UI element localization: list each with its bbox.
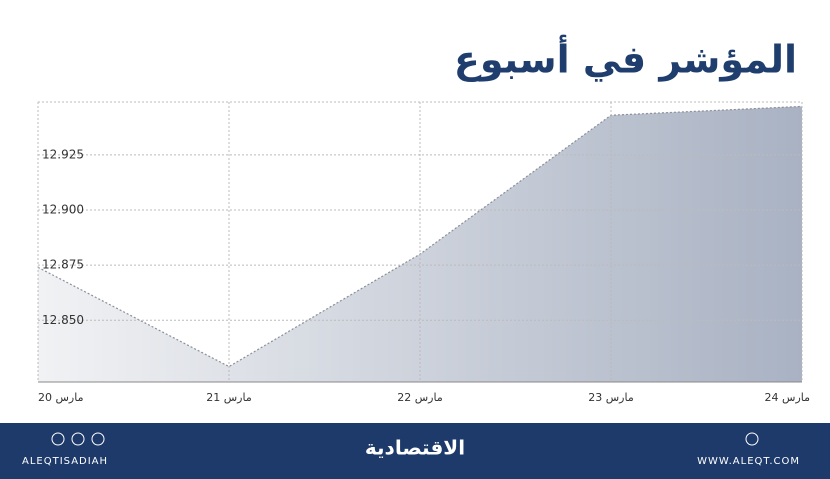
- footer-logo: الاقتصادية: [365, 436, 465, 460]
- y-tick-label: 12.875: [42, 258, 84, 272]
- x-tick-label: 22 مارس: [397, 391, 443, 404]
- footer-handle: ALEQTISADIAH: [22, 456, 108, 467]
- footer-bar: [0, 423, 830, 479]
- y-tick-label: 12.850: [42, 313, 84, 327]
- x-tick-label: 20 مارس: [38, 391, 84, 404]
- x-tick-label: 23 مارس: [588, 391, 634, 404]
- x-tick-label: 21 مارس: [206, 391, 252, 404]
- y-tick-label: 12.925: [42, 147, 84, 161]
- x-tick-label: 24 مارس: [765, 391, 811, 404]
- chart-title: المؤشر في أسبوع: [454, 35, 797, 82]
- y-tick-label: 12.900: [42, 203, 84, 217]
- social-icons: [51, 432, 759, 446]
- footer-url: WWW.ALEQT.COM: [697, 456, 800, 467]
